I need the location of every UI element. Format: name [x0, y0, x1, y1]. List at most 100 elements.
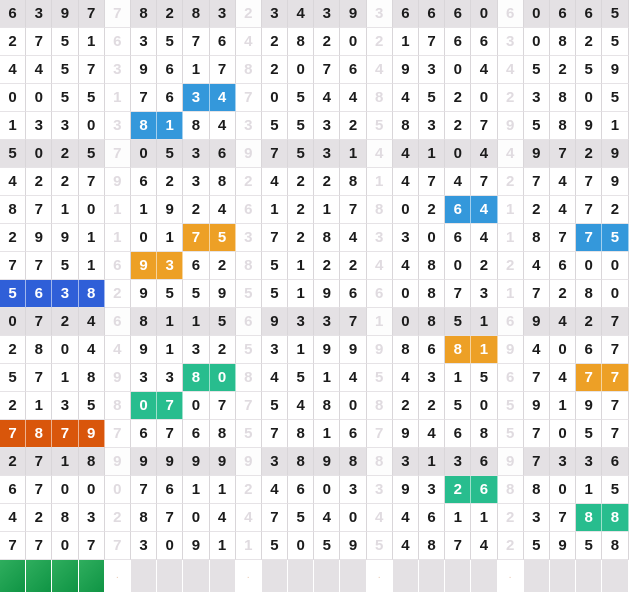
grid-cell-separator[interactable]: 2 [497, 532, 524, 560]
grid-cell-separator[interactable]: 8 [366, 448, 393, 476]
grid-cell-separator[interactable]: 8 [366, 392, 393, 420]
grid-cell[interactable]: 2 [157, 0, 184, 28]
grid-cell[interactable]: 3 [392, 448, 419, 476]
grid-cell[interactable]: 2 [261, 28, 289, 56]
grid-cell[interactable]: 3 [130, 364, 158, 392]
grid-cell[interactable]: 5 [78, 392, 105, 420]
grid-cell-separator[interactable]: 3 [497, 28, 524, 56]
grid-cell-separator[interactable]: 9 [366, 336, 393, 364]
grid-cell[interactable]: 0 [130, 224, 158, 252]
grid-cell-separator[interactable]: 2 [235, 476, 262, 504]
grid-cell[interactable]: 8 [314, 224, 341, 252]
grid-cell[interactable]: 9 [549, 532, 577, 560]
grid-cell[interactable]: 9 [157, 196, 184, 224]
grid-cell[interactable]: 5 [288, 84, 315, 112]
grid-cell[interactable]: 5 [157, 280, 184, 308]
grid-cell[interactable]: 2 [26, 168, 53, 196]
grid-cell[interactable]: 9 [52, 0, 79, 28]
grid-cell[interactable]: 6 [157, 84, 184, 112]
grid-cell-highlighted[interactable]: 5 [209, 224, 236, 252]
grid-cell[interactable]: 1 [183, 308, 210, 336]
grid-cell[interactable]: 9 [392, 56, 419, 84]
grid-cell[interactable]: 9 [602, 140, 629, 168]
grid-cell[interactable]: 1 [288, 280, 315, 308]
grid-cell[interactable]: 3 [52, 112, 79, 140]
grid-cell[interactable]: 5 [157, 140, 184, 168]
grid-cell[interactable]: 2 [209, 252, 236, 280]
grid-cell[interactable]: 5 [602, 28, 629, 56]
grid-cell-separator[interactable]: 5 [235, 336, 262, 364]
grid-cell[interactable]: 3 [209, 0, 236, 28]
grid-cell[interactable]: 4 [445, 168, 472, 196]
grid-cell[interactable]: 9 [340, 336, 367, 364]
grid-cell[interactable]: 2 [157, 168, 184, 196]
grid-cell-separator[interactable]: 7 [104, 420, 131, 448]
grid-cell[interactable]: 7 [602, 420, 629, 448]
grid-cell[interactable]: 5 [576, 532, 603, 560]
grid-cell-separator[interactable]: 1 [366, 308, 393, 336]
grid-cell[interactable]: 5 [52, 252, 79, 280]
grid-cell[interactable]: 7 [602, 308, 629, 336]
grid-cell[interactable]: 5 [261, 280, 289, 308]
grid-cell[interactable]: 1 [314, 420, 341, 448]
grid-cell-separator[interactable]: 1 [497, 196, 524, 224]
grid-cell[interactable]: 2 [52, 140, 79, 168]
grid-cell[interactable]: 6 [392, 0, 419, 28]
grid-cell[interactable]: 8 [419, 308, 446, 336]
grid-cell[interactable]: 1 [261, 196, 289, 224]
grid-cell[interactable]: 2 [261, 56, 289, 84]
grid-cell-separator[interactable]: 4 [366, 56, 393, 84]
grid-cell[interactable]: 6 [340, 280, 367, 308]
grid-cell[interactable]: 7 [419, 28, 446, 56]
grid-cell[interactable]: 8 [576, 280, 603, 308]
grid-cell[interactable]: 2 [52, 168, 79, 196]
grid-cell-separator[interactable]: 1 [235, 532, 262, 560]
grid-cell[interactable]: 9 [52, 224, 79, 252]
grid-cell[interactable]: 4 [78, 336, 105, 364]
grid-cell[interactable]: 5 [261, 112, 289, 140]
grid-cell[interactable]: 5 [602, 0, 629, 28]
grid-cell[interactable]: 0 [471, 0, 498, 28]
grid-cell[interactable]: 6 [183, 420, 210, 448]
grid-cell[interactable]: 7 [445, 532, 472, 560]
grid-cell-separator[interactable]: 4 [104, 336, 131, 364]
grid-cell[interactable]: 2 [419, 196, 446, 224]
grid-cell[interactable]: 8 [130, 504, 158, 532]
grid-cell[interactable]: 4 [419, 420, 446, 448]
grid-cell[interactable]: 0 [340, 28, 367, 56]
grid-cell[interactable]: 2 [288, 168, 315, 196]
grid-cell[interactable]: 2 [0, 448, 27, 476]
grid-cell-separator[interactable]: 2 [104, 280, 131, 308]
grid-cell[interactable]: 0 [288, 56, 315, 84]
grid-cell[interactable]: 3 [261, 0, 289, 28]
grid-cell[interactable]: 0 [602, 280, 629, 308]
grid-cell[interactable]: 7 [471, 112, 498, 140]
grid-cell[interactable]: 0 [26, 140, 53, 168]
grid-cell[interactable]: 7 [261, 224, 289, 252]
grid-cell[interactable]: 2 [340, 112, 367, 140]
grid-cell-separator[interactable]: 5 [366, 112, 393, 140]
grid-cell[interactable]: 5 [445, 392, 472, 420]
grid-cell[interactable]: 6 [445, 224, 472, 252]
grid-cell[interactable]: 5 [78, 84, 105, 112]
grid-cell[interactable]: 9 [261, 308, 289, 336]
grid-cell[interactable]: 5 [445, 308, 472, 336]
grid-cell-highlighted[interactable]: 9 [130, 252, 158, 280]
grid-cell[interactable]: 6 [130, 420, 158, 448]
grid-cell-highlighted[interactable]: 3 [183, 84, 210, 112]
grid-cell[interactable]: 1 [288, 336, 315, 364]
grid-cell[interactable]: 6 [157, 476, 184, 504]
grid-cell[interactable]: 6 [183, 252, 210, 280]
grid-cell-highlighted[interactable]: 1 [157, 112, 184, 140]
grid-cell-separator[interactable]: 3 [366, 0, 393, 28]
grid-cell[interactable]: 7 [26, 364, 53, 392]
grid-cell[interactable]: 1 [183, 476, 210, 504]
grid-cell-highlighted[interactable]: 8 [26, 420, 53, 448]
grid-cell[interactable]: 3 [419, 112, 446, 140]
grid-cell[interactable]: 8 [419, 252, 446, 280]
grid-cell[interactable]: 9 [209, 448, 236, 476]
grid-cell[interactable]: 3 [288, 308, 315, 336]
grid-cell[interactable]: 2 [0, 28, 27, 56]
grid-cell[interactable]: 1 [52, 364, 79, 392]
grid-cell[interactable]: 7 [261, 140, 289, 168]
